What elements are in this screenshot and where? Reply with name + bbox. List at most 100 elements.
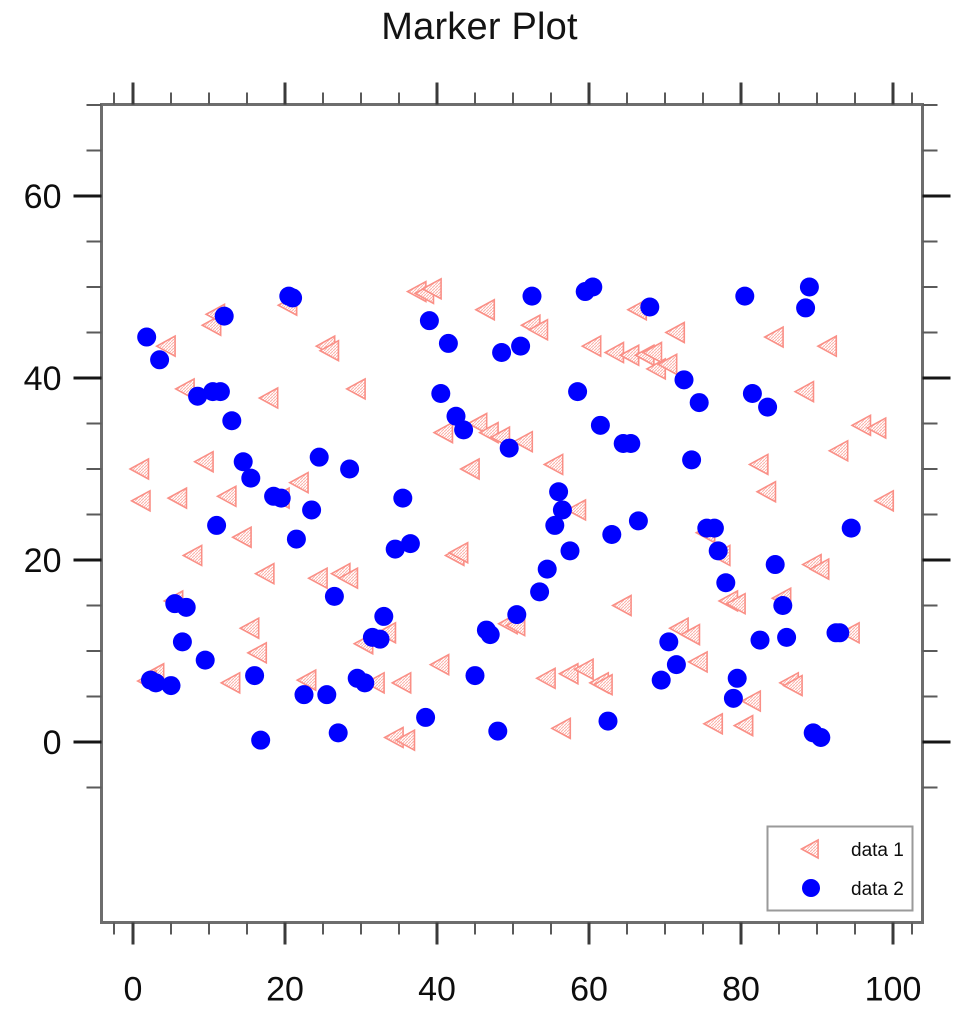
data-point-series-1[interactable] — [782, 674, 803, 697]
data-point-series-1[interactable] — [873, 489, 895, 513]
data-point-series-1[interactable] — [827, 439, 849, 463]
data-point-series-2[interactable] — [590, 415, 610, 435]
data-point-series-1[interactable] — [193, 450, 214, 474]
data-point-series-1[interactable] — [839, 621, 860, 645]
data-point-series-2[interactable] — [233, 452, 253, 472]
data-point-series-2[interactable] — [735, 286, 755, 306]
data-point-series-1[interactable] — [447, 541, 469, 565]
data-point-series-2[interactable] — [176, 597, 196, 617]
data-point-series-2[interactable] — [480, 625, 500, 645]
data-point-series-1[interactable] — [337, 566, 359, 590]
data-point-series-2[interactable] — [537, 559, 557, 579]
data-point-series-1[interactable] — [238, 616, 260, 640]
data-point-series-2[interactable] — [207, 515, 227, 535]
data-point-series-2[interactable] — [438, 333, 458, 353]
data-point-series-2[interactable] — [146, 673, 166, 693]
data-point-series-1[interactable] — [215, 484, 237, 508]
data-point-series-1[interactable] — [466, 412, 488, 435]
data-point-series-1[interactable] — [550, 717, 572, 740]
data-point-series-2[interactable] — [416, 707, 436, 727]
data-point-series-2[interactable] — [214, 306, 234, 326]
data-point-series-2[interactable] — [286, 529, 306, 549]
data-point-series-2[interactable] — [841, 518, 861, 538]
data-point-series-1[interactable] — [155, 334, 176, 358]
data-point-series-2[interactable] — [245, 666, 265, 686]
data-point-series-2[interactable] — [628, 511, 648, 531]
data-point-series-2[interactable] — [708, 541, 728, 561]
data-point-series-1[interactable] — [432, 421, 454, 444]
data-point-series-2[interactable] — [777, 627, 797, 647]
data-point-series-1[interactable] — [428, 653, 450, 676]
data-point-series-2[interactable] — [172, 632, 192, 652]
data-point-series-1[interactable] — [512, 430, 534, 454]
data-point-series-2[interactable] — [210, 382, 230, 402]
data-point-series-1[interactable] — [557, 662, 579, 686]
data-point-series-2[interactable] — [560, 541, 580, 561]
data-point-series-2[interactable] — [492, 343, 512, 363]
data-point-series-1[interactable] — [253, 562, 275, 585]
data-point-series-2[interactable] — [374, 606, 394, 626]
data-point-series-2[interactable] — [511, 336, 531, 356]
data-point-series-2[interactable] — [723, 688, 743, 708]
data-point-series-2[interactable] — [488, 721, 508, 741]
data-point-series-2[interactable] — [522, 286, 542, 306]
data-point-series-2[interactable] — [727, 668, 747, 688]
data-point-series-2[interactable] — [251, 730, 271, 750]
data-point-series-2[interactable] — [370, 629, 390, 649]
data-point-series-2[interactable] — [704, 518, 724, 538]
data-point-series-2[interactable] — [765, 555, 785, 575]
data-point-series-1[interactable] — [641, 341, 663, 364]
data-point-series-2[interactable] — [830, 623, 850, 643]
data-point-series-2[interactable] — [758, 397, 778, 417]
data-point-series-1[interactable] — [732, 714, 754, 737]
data-point-series-1[interactable] — [740, 689, 762, 713]
data-point-series-2[interactable] — [598, 711, 618, 731]
data-point-series-1[interactable] — [865, 416, 887, 440]
data-point-series-2[interactable] — [773, 596, 793, 615]
legend[interactable]: data 1 data 2 — [766, 825, 914, 912]
data-point-series-1[interactable] — [535, 666, 556, 690]
data-point-series-2[interactable] — [674, 370, 694, 390]
data-point-series-1[interactable] — [793, 380, 815, 403]
data-point-series-2[interactable] — [499, 438, 519, 458]
data-point-series-1[interactable] — [527, 318, 549, 342]
data-point-series-1[interactable] — [603, 341, 625, 364]
data-point-series-2[interactable] — [340, 459, 360, 479]
data-point-series-2[interactable] — [682, 450, 702, 470]
data-point-series-2[interactable] — [222, 411, 242, 431]
data-point-series-1[interactable] — [565, 498, 587, 522]
data-point-series-1[interactable] — [295, 668, 317, 692]
data-point-series-1[interactable] — [755, 480, 777, 504]
data-point-series-1[interactable] — [390, 671, 412, 695]
data-point-series-1[interactable] — [219, 671, 241, 695]
data-point-series-1[interactable] — [364, 671, 385, 695]
data-point-series-2[interactable] — [530, 582, 550, 602]
data-point-series-2[interactable] — [328, 723, 348, 743]
data-point-series-1[interactable] — [816, 334, 838, 358]
data-point-series-2[interactable] — [583, 277, 603, 297]
legend-items[interactable]: data 1 data 2 — [799, 838, 904, 900]
data-point-series-2[interactable] — [689, 393, 709, 413]
data-point-series-2[interactable] — [545, 515, 565, 535]
data-point-series-2[interactable] — [602, 525, 622, 545]
data-point-series-1[interactable] — [542, 453, 564, 476]
data-point-series-2[interactable] — [355, 673, 375, 693]
data-point-series-1[interactable] — [181, 544, 203, 567]
data-point-series-2[interactable] — [454, 420, 474, 440]
data-point-series-1[interactable] — [421, 277, 442, 301]
data-point-series-2[interactable] — [716, 573, 736, 593]
data-point-series-1[interactable] — [664, 321, 686, 344]
data-point-series-1[interactable] — [288, 471, 309, 494]
data-point-series-1[interactable] — [611, 594, 632, 617]
data-point-series-2[interactable] — [621, 434, 641, 454]
data-point-series-1[interactable] — [592, 673, 613, 697]
data-point-series-2[interactable] — [659, 632, 679, 652]
data-point-series-2[interactable] — [195, 650, 215, 670]
data-point-series-1[interactable] — [128, 457, 150, 481]
data-point-series-2[interactable] — [742, 383, 762, 403]
data-point-series-1[interactable] — [394, 728, 416, 752]
data-point-series-2[interactable] — [552, 500, 572, 520]
data-point-series-2[interactable] — [549, 482, 569, 502]
data-point-series-1[interactable] — [687, 650, 708, 674]
